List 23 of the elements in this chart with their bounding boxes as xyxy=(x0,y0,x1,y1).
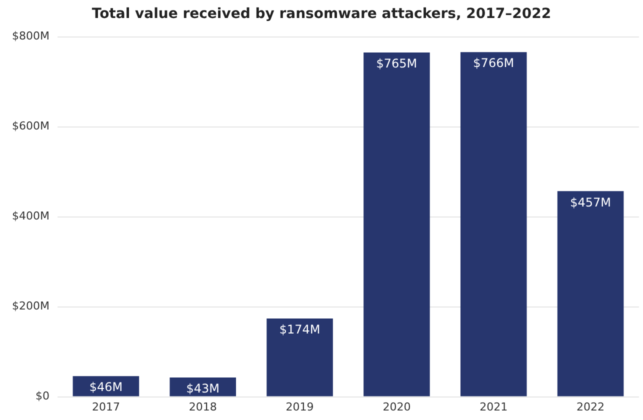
y-tick-label: $600M xyxy=(12,120,50,133)
data-label: $46M xyxy=(89,380,123,394)
y-tick-label: $200M xyxy=(12,300,50,313)
bar xyxy=(266,318,333,396)
y-tick-label: $800M xyxy=(12,30,50,43)
chart-title: Total value received by ransomware attackers, 2017–2022 xyxy=(92,6,552,22)
data-label: $43M xyxy=(186,382,220,396)
y-tick-label: $400M xyxy=(12,210,50,223)
bar xyxy=(460,52,527,396)
bar xyxy=(557,191,624,396)
data-label: $766M xyxy=(473,56,514,70)
y-tick-label: $0 xyxy=(35,390,50,403)
data-label: $457M xyxy=(570,195,611,210)
x-tick-label: 2019 xyxy=(286,400,314,414)
x-tick-label: 2020 xyxy=(382,400,411,414)
x-tick-label: 2021 xyxy=(480,400,508,414)
bar xyxy=(364,52,430,396)
data-label: $765M xyxy=(376,56,418,71)
bar xyxy=(72,376,140,396)
x-tick-label: 2022 xyxy=(576,400,605,414)
data-label: $174M xyxy=(279,322,320,337)
x-tick-label: 2018 xyxy=(188,400,217,414)
x-tick-label: 2017 xyxy=(92,400,120,414)
